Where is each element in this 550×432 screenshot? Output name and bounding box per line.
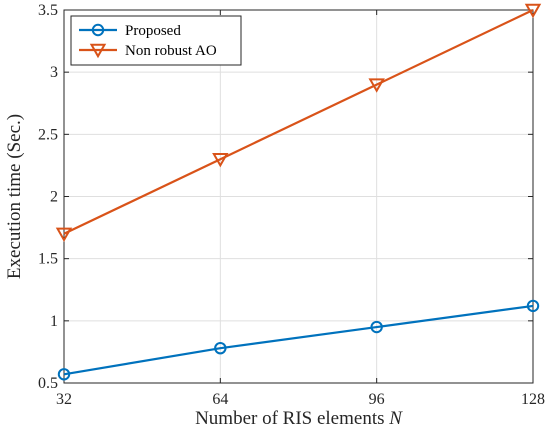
y-tick-label: 2	[50, 189, 58, 206]
y-tick-label: 1.5	[38, 251, 58, 268]
legend-entry: Proposed	[79, 23, 181, 39]
data-point	[57, 368, 71, 381]
y-axis-label: Execution time (Sec.)	[4, 114, 25, 279]
series-line	[63, 304, 534, 376]
x-tick-label: 64	[212, 391, 228, 408]
series-line	[63, 9, 534, 235]
data-point	[214, 341, 227, 355]
series-triangle-down	[55, 3, 542, 242]
x-tick-label: 32	[56, 391, 72, 408]
y-tick-label: 1	[50, 313, 58, 330]
y-tick-label: 0.5	[38, 375, 58, 392]
legend-label: Non robust AO	[125, 43, 217, 59]
x-tick-label: 96	[369, 391, 385, 408]
y-tick-label: 2.5	[38, 126, 58, 143]
legend-marker	[91, 23, 105, 37]
y-tick-label: 3	[50, 64, 58, 81]
data-series	[55, 3, 542, 381]
legend: Proposed Non robust AO	[70, 15, 242, 66]
legend-label: Proposed	[125, 23, 181, 39]
data-point	[55, 227, 73, 242]
data-point	[370, 320, 383, 334]
data-point	[212, 153, 229, 168]
y-tick-label: 3.5	[38, 2, 58, 19]
axis-ticks: 32 64 96 128 0.5 1 1.5 2 2.5 3 3.5	[38, 2, 545, 408]
x-axis-label: Number of RIS elements N	[195, 408, 403, 429]
data-point	[524, 3, 542, 19]
x-tick-label: 128	[521, 391, 545, 408]
data-point	[526, 299, 540, 313]
legend-entry: Non robust AO	[79, 43, 217, 59]
data-point	[368, 78, 385, 93]
series-circle	[57, 299, 540, 381]
legend-marker	[89, 43, 107, 59]
